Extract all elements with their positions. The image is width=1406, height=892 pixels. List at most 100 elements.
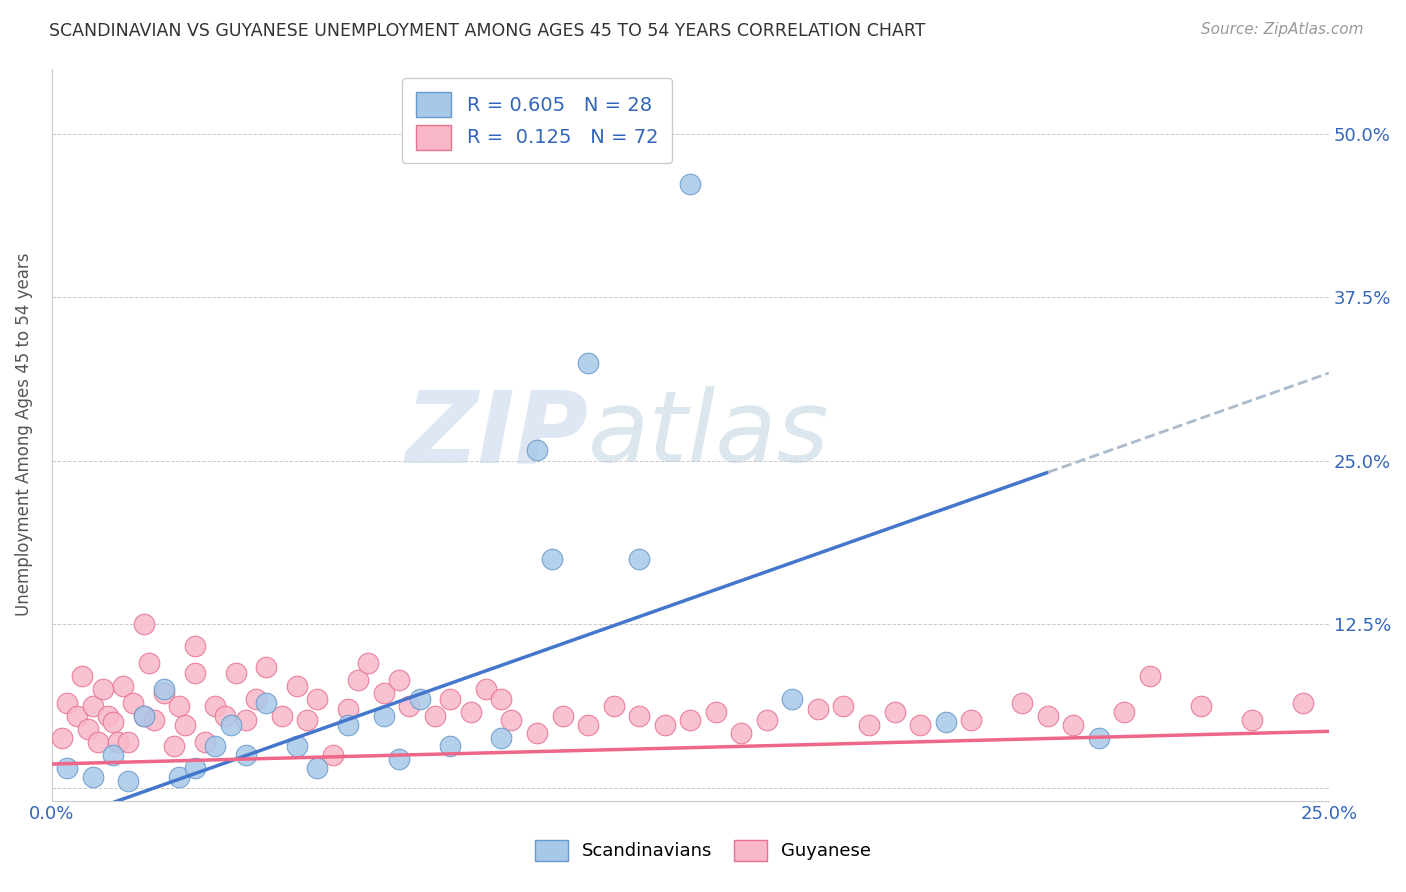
Point: [960, 713, 983, 727]
Legend: R = 0.605   N = 28, R =  0.125   N = 72: R = 0.605 N = 28, R = 0.125 N = 72: [402, 78, 672, 163]
Point: [122, 696, 145, 710]
Point: [56, 761, 79, 775]
Point: [541, 551, 564, 566]
Point: [82, 699, 104, 714]
Point: [423, 708, 446, 723]
Point: [628, 551, 651, 566]
Point: [254, 696, 277, 710]
Point: [219, 718, 242, 732]
Point: [132, 708, 155, 723]
Point: [153, 686, 176, 700]
Point: [357, 657, 380, 671]
Point: [142, 713, 165, 727]
Point: [66, 708, 89, 723]
Point: [439, 691, 461, 706]
Point: [270, 708, 292, 723]
Point: [285, 679, 308, 693]
Point: [214, 708, 236, 723]
Point: [807, 702, 830, 716]
Text: Source: ZipAtlas.com: Source: ZipAtlas.com: [1201, 22, 1364, 37]
Point: [1189, 699, 1212, 714]
Point: [337, 702, 360, 716]
Point: [194, 735, 217, 749]
Point: [295, 713, 318, 727]
Point: [235, 747, 257, 762]
Point: [169, 770, 191, 784]
Point: [322, 747, 344, 762]
Point: [132, 708, 155, 723]
Point: [491, 691, 513, 706]
Legend: Scandinavians, Guyanese: Scandinavians, Guyanese: [526, 830, 880, 870]
Point: [491, 731, 513, 745]
Point: [204, 739, 226, 753]
Point: [501, 713, 523, 727]
Point: [117, 774, 139, 789]
Point: [908, 718, 931, 732]
Point: [72, 669, 94, 683]
Point: [460, 705, 482, 719]
Point: [704, 705, 727, 719]
Text: atlas: atlas: [588, 386, 830, 483]
Point: [602, 699, 624, 714]
Point: [117, 735, 139, 749]
Point: [347, 673, 370, 688]
Point: [132, 617, 155, 632]
Point: [388, 673, 411, 688]
Point: [82, 770, 104, 784]
Point: [1241, 713, 1264, 727]
Point: [576, 356, 599, 370]
Point: [307, 761, 329, 775]
Point: [112, 679, 135, 693]
Point: [551, 708, 574, 723]
Point: [1011, 696, 1033, 710]
Point: [628, 708, 651, 723]
Point: [755, 713, 778, 727]
Point: [307, 691, 329, 706]
Point: [101, 747, 124, 762]
Point: [1036, 708, 1059, 723]
Point: [184, 665, 207, 680]
Point: [184, 640, 207, 654]
Point: [679, 713, 702, 727]
Text: ZIP: ZIP: [405, 386, 588, 483]
Point: [526, 443, 548, 458]
Point: [1088, 731, 1111, 745]
Point: [388, 752, 411, 766]
Point: [398, 699, 420, 714]
Point: [782, 691, 804, 706]
Point: [1292, 696, 1315, 710]
Point: [184, 761, 207, 775]
Point: [163, 739, 186, 753]
Point: [76, 722, 98, 736]
Point: [373, 708, 395, 723]
Point: [439, 739, 461, 753]
Point: [101, 715, 124, 730]
Point: [245, 691, 267, 706]
Point: [1114, 705, 1136, 719]
Point: [576, 718, 599, 732]
Point: [153, 682, 176, 697]
Point: [858, 718, 880, 732]
Point: [138, 657, 160, 671]
Point: [1139, 669, 1161, 683]
Text: SCANDINAVIAN VS GUYANESE UNEMPLOYMENT AMONG AGES 45 TO 54 YEARS CORRELATION CHAR: SCANDINAVIAN VS GUYANESE UNEMPLOYMENT AM…: [49, 22, 925, 40]
Point: [373, 686, 395, 700]
Point: [832, 699, 855, 714]
Y-axis label: Unemployment Among Ages 45 to 54 years: Unemployment Among Ages 45 to 54 years: [15, 252, 32, 616]
Point: [107, 735, 129, 749]
Point: [169, 699, 191, 714]
Point: [679, 177, 702, 191]
Point: [337, 718, 360, 732]
Point: [475, 682, 498, 697]
Point: [97, 708, 120, 723]
Point: [87, 735, 110, 749]
Point: [285, 739, 308, 753]
Point: [526, 725, 548, 739]
Point: [56, 696, 79, 710]
Point: [254, 660, 277, 674]
Point: [883, 705, 905, 719]
Point: [935, 715, 957, 730]
Point: [1062, 718, 1084, 732]
Point: [91, 682, 114, 697]
Point: [51, 731, 73, 745]
